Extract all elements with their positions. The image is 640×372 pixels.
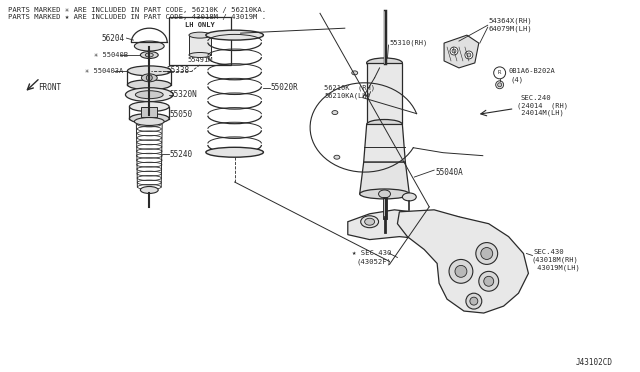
FancyBboxPatch shape: [169, 17, 230, 65]
Text: PARTS MARKED ★ ARE INCLUDED IN PART CODE, 43018M / 43019M .: PARTS MARKED ★ ARE INCLUDED IN PART CODE…: [8, 14, 266, 20]
Text: 54364X(RH): 54364X(RH): [489, 18, 532, 25]
Circle shape: [465, 51, 473, 59]
Text: 55310(RH): 55310(RH): [390, 40, 428, 46]
Text: ★ SEC.430: ★ SEC.430: [352, 250, 391, 256]
Ellipse shape: [129, 113, 169, 124]
Ellipse shape: [129, 102, 169, 112]
Circle shape: [452, 49, 456, 53]
Text: LH ONLY: LH ONLY: [185, 22, 215, 28]
Circle shape: [495, 81, 504, 89]
Text: SEC.430: SEC.430: [533, 248, 564, 254]
Text: 43019M(LH): 43019M(LH): [533, 264, 580, 271]
Ellipse shape: [140, 186, 158, 193]
Ellipse shape: [378, 190, 390, 198]
Ellipse shape: [189, 52, 211, 57]
Circle shape: [470, 297, 478, 305]
Text: 56204: 56204: [102, 33, 125, 43]
Text: ✳ 55040B: ✳ 55040B: [93, 52, 128, 58]
Circle shape: [484, 276, 493, 286]
Ellipse shape: [332, 110, 338, 115]
Ellipse shape: [367, 58, 403, 68]
Ellipse shape: [360, 189, 410, 199]
Ellipse shape: [145, 53, 153, 57]
Ellipse shape: [134, 118, 164, 125]
Ellipse shape: [189, 32, 211, 38]
Ellipse shape: [361, 216, 378, 228]
Ellipse shape: [127, 66, 171, 76]
Circle shape: [449, 259, 473, 283]
Ellipse shape: [206, 147, 264, 157]
Polygon shape: [360, 162, 410, 194]
Text: J43102CD: J43102CD: [576, 358, 613, 367]
Text: 55040A: 55040A: [435, 168, 463, 177]
Ellipse shape: [134, 41, 164, 51]
Text: 55050: 55050: [169, 110, 192, 119]
Text: 0B1A6-B202A: 0B1A6-B202A: [509, 68, 556, 74]
Polygon shape: [348, 210, 469, 244]
Ellipse shape: [125, 88, 173, 102]
Text: (43052F): (43052F): [356, 258, 392, 265]
Circle shape: [147, 75, 152, 81]
Circle shape: [466, 293, 482, 309]
Ellipse shape: [352, 71, 358, 75]
FancyBboxPatch shape: [189, 35, 211, 55]
Text: 55240: 55240: [169, 150, 192, 159]
Text: 55491M: 55491M: [187, 57, 212, 63]
Text: R: R: [498, 70, 501, 76]
Text: 56210K  (RH): 56210K (RH): [324, 84, 375, 91]
Ellipse shape: [403, 193, 416, 201]
Text: 55020R: 55020R: [270, 83, 298, 92]
Polygon shape: [397, 210, 529, 313]
Text: 55320N: 55320N: [169, 90, 197, 99]
Ellipse shape: [206, 30, 264, 40]
Circle shape: [493, 67, 506, 79]
Ellipse shape: [127, 80, 171, 90]
Text: (24014  (RH): (24014 (RH): [516, 102, 568, 109]
Circle shape: [479, 271, 499, 291]
Circle shape: [481, 247, 493, 259]
Circle shape: [450, 47, 458, 55]
Circle shape: [467, 53, 471, 57]
Ellipse shape: [136, 91, 163, 99]
Text: FRONT: FRONT: [38, 83, 61, 92]
Text: ✳ 550403A: ✳ 550403A: [84, 68, 123, 74]
Polygon shape: [444, 35, 479, 68]
FancyBboxPatch shape: [141, 107, 157, 116]
Ellipse shape: [141, 74, 157, 82]
Text: (4): (4): [511, 77, 524, 83]
Circle shape: [498, 83, 502, 87]
Ellipse shape: [367, 119, 403, 129]
Circle shape: [476, 243, 498, 264]
Text: 64079M(LH): 64079M(LH): [489, 26, 532, 32]
Text: (43018M(RH): (43018M(RH): [531, 256, 578, 263]
Circle shape: [455, 265, 467, 277]
Ellipse shape: [334, 155, 340, 159]
Polygon shape: [367, 63, 403, 125]
Ellipse shape: [365, 218, 374, 225]
Text: 24014M(LH): 24014M(LH): [516, 109, 563, 116]
Ellipse shape: [140, 51, 158, 58]
Text: 55338: 55338: [166, 66, 189, 76]
Text: SEC.240: SEC.240: [520, 94, 551, 101]
Text: PARTS MARKED ✳ ARE INCLUDED IN PART CODE, 56210K / 56210KA.: PARTS MARKED ✳ ARE INCLUDED IN PART CODE…: [8, 7, 266, 13]
Polygon shape: [364, 125, 405, 162]
Text: 56210KA(LH): 56210KA(LH): [324, 92, 371, 99]
